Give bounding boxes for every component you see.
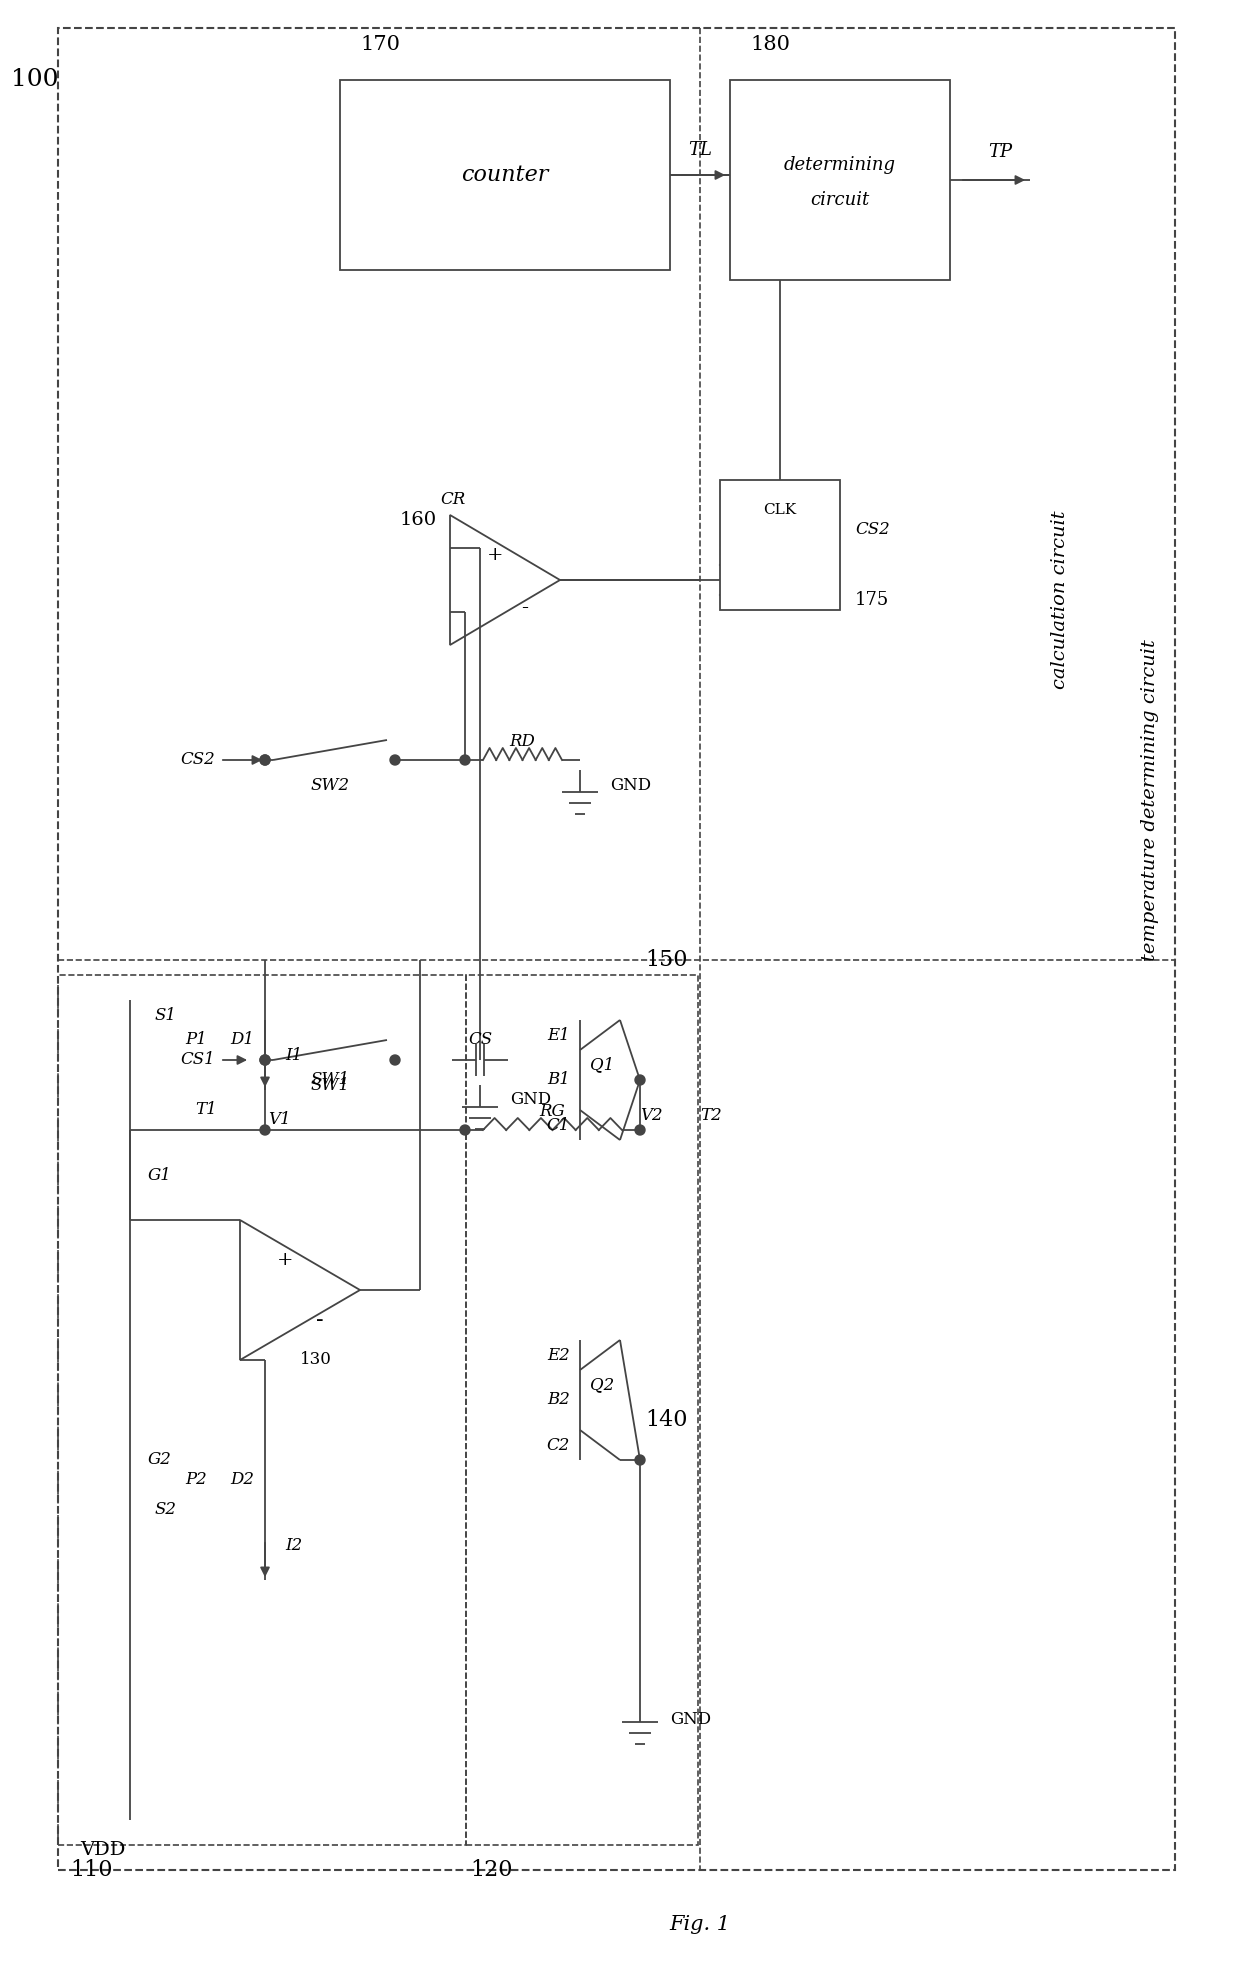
Bar bbox=[466, 975, 698, 1845]
Text: determining: determining bbox=[784, 157, 897, 175]
Circle shape bbox=[391, 1055, 401, 1065]
Circle shape bbox=[460, 1126, 470, 1135]
Text: S1: S1 bbox=[155, 1006, 177, 1024]
Circle shape bbox=[260, 1126, 270, 1135]
Circle shape bbox=[260, 755, 270, 765]
Text: CLK: CLK bbox=[764, 504, 796, 518]
Text: SW2: SW2 bbox=[310, 777, 350, 794]
Text: C1: C1 bbox=[547, 1116, 570, 1133]
Text: GND: GND bbox=[670, 1712, 711, 1728]
Text: GND: GND bbox=[510, 1092, 551, 1108]
Text: 160: 160 bbox=[401, 512, 438, 529]
Text: CS2: CS2 bbox=[856, 522, 890, 539]
Bar bbox=[340, 80, 670, 271]
Text: P2: P2 bbox=[185, 1471, 207, 1488]
Text: 175: 175 bbox=[856, 590, 889, 610]
Text: 130: 130 bbox=[300, 1351, 332, 1369]
Text: RG: RG bbox=[539, 1104, 565, 1120]
Text: CS: CS bbox=[467, 1031, 492, 1049]
Text: T1: T1 bbox=[195, 1102, 217, 1118]
Circle shape bbox=[635, 1455, 645, 1465]
Text: calculation circuit: calculation circuit bbox=[1052, 510, 1069, 690]
Text: CS1: CS1 bbox=[180, 1051, 215, 1069]
Circle shape bbox=[260, 1055, 270, 1065]
Text: 180: 180 bbox=[750, 35, 790, 55]
Text: RD: RD bbox=[510, 733, 534, 751]
Text: -: - bbox=[522, 598, 528, 618]
Bar bbox=[58, 975, 466, 1845]
Text: +: + bbox=[277, 1251, 293, 1269]
Text: 150: 150 bbox=[646, 949, 688, 971]
Text: Fig. 1: Fig. 1 bbox=[670, 1916, 730, 1934]
Text: counter: counter bbox=[461, 165, 548, 186]
Text: G2: G2 bbox=[148, 1451, 172, 1469]
Text: C2: C2 bbox=[547, 1437, 570, 1453]
Text: P1: P1 bbox=[185, 1031, 207, 1049]
Text: E2: E2 bbox=[547, 1347, 570, 1363]
Text: 110: 110 bbox=[69, 1859, 113, 1881]
Text: S2: S2 bbox=[155, 1502, 177, 1518]
Text: -: - bbox=[316, 1310, 324, 1332]
Text: Q1: Q1 bbox=[590, 1057, 614, 1073]
Text: 100: 100 bbox=[11, 69, 58, 92]
Circle shape bbox=[635, 1126, 645, 1135]
Circle shape bbox=[391, 755, 401, 765]
Text: CS2: CS2 bbox=[180, 751, 215, 769]
Text: G1: G1 bbox=[148, 1167, 172, 1184]
Text: TP: TP bbox=[988, 143, 1012, 161]
Text: 170: 170 bbox=[360, 35, 401, 55]
Text: Q2: Q2 bbox=[590, 1377, 614, 1394]
Text: SW1: SW1 bbox=[310, 1077, 350, 1094]
Text: B2: B2 bbox=[547, 1392, 570, 1408]
Circle shape bbox=[635, 1075, 645, 1084]
Text: CR: CR bbox=[440, 492, 465, 508]
Text: I1: I1 bbox=[285, 1047, 303, 1063]
Text: TL: TL bbox=[688, 141, 712, 159]
Text: E1: E1 bbox=[547, 1026, 570, 1043]
Bar bbox=[730, 80, 950, 280]
Circle shape bbox=[460, 755, 470, 765]
Text: I2: I2 bbox=[285, 1537, 303, 1553]
Text: VDD: VDD bbox=[81, 1841, 125, 1859]
Text: GND: GND bbox=[610, 777, 651, 794]
Text: D1: D1 bbox=[229, 1031, 254, 1049]
Text: D2: D2 bbox=[229, 1471, 254, 1488]
Text: circuit: circuit bbox=[811, 190, 869, 210]
Text: 140: 140 bbox=[646, 1410, 688, 1432]
Text: temperature determining circuit: temperature determining circuit bbox=[1141, 639, 1159, 961]
Text: B1: B1 bbox=[547, 1071, 570, 1088]
Circle shape bbox=[260, 1055, 270, 1065]
Text: V2: V2 bbox=[640, 1106, 662, 1124]
Text: T2: T2 bbox=[701, 1106, 722, 1124]
Bar bbox=[720, 480, 839, 610]
Text: V1: V1 bbox=[268, 1112, 290, 1128]
Text: +: + bbox=[487, 545, 503, 565]
Text: SW1: SW1 bbox=[310, 1071, 350, 1088]
Circle shape bbox=[260, 755, 270, 765]
Text: 120: 120 bbox=[470, 1859, 512, 1881]
